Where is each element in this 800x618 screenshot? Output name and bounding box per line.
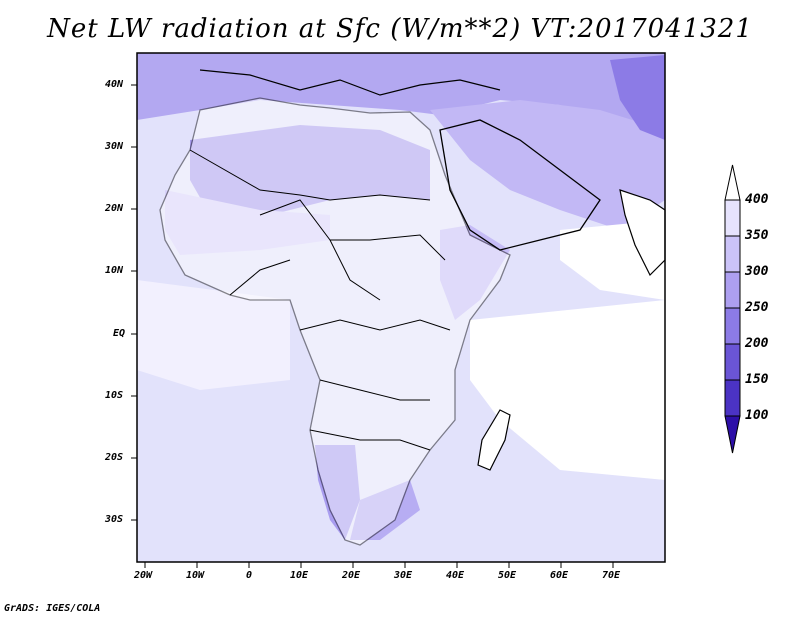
colorbar-label-250: 250: [745, 300, 769, 315]
colorbar-top-arrow: [724, 164, 741, 201]
lon-label-50e: 50E: [498, 570, 517, 581]
sahara-shade: [190, 125, 430, 215]
india-coast: [619, 189, 666, 277]
colorbar-label-200: 200: [745, 336, 769, 351]
colorbar-bin-250-300: [724, 271, 741, 309]
country-borders: [189, 149, 451, 451]
arabia-land: [439, 119, 601, 251]
lat-label-eq: EQ: [113, 328, 126, 339]
grads-credit: GrADS: IGES/COLA: [4, 603, 101, 614]
lat-label-20n: 20N: [105, 203, 124, 214]
lat-label-30s: 30S: [105, 514, 124, 525]
ne-dark-shade: [610, 55, 665, 140]
colorbar: [724, 164, 741, 454]
lon-label-10w: 10W: [186, 570, 205, 581]
indian-ocean-light: [470, 300, 665, 480]
lon-label-0: 0: [246, 570, 253, 581]
sahel-shade: [165, 190, 330, 255]
colorbar-bottom-arrow: [724, 415, 741, 454]
lat-label-10n: 10N: [105, 265, 124, 276]
lat-label-30n: 30N: [105, 141, 124, 152]
europe-coast: [199, 69, 501, 96]
lon-label-70e: 70E: [602, 570, 621, 581]
shaded-field: [137, 53, 665, 540]
colorbar-bin-300-350: [724, 235, 741, 273]
colorbar-label-300: 300: [745, 264, 769, 279]
colorbar-bin-100-150: [724, 379, 741, 417]
south-africa-east-shade: [350, 480, 420, 540]
map-frame: [136, 52, 666, 563]
north-belt-shade: [137, 53, 665, 140]
lat-label-20s: 20S: [105, 452, 124, 463]
lat-label-10s: 10S: [105, 390, 124, 401]
lat-ticks: [131, 84, 137, 521]
lon-label-20w: 20W: [134, 570, 153, 581]
colorbar-label-400: 400: [745, 192, 769, 207]
colorbar-bin-200-250: [724, 307, 741, 345]
lon-label-30e: 30E: [394, 570, 413, 581]
lon-label-20e: 20E: [342, 570, 361, 581]
colorbar-label-350: 350: [745, 228, 769, 243]
plot-title: Net LW radiation at Sfc (W/m**2) VT:2017…: [47, 14, 753, 44]
colorbar-bin-150-200: [724, 343, 741, 381]
middle-east-shade: [430, 100, 665, 230]
colorbar-label-150: 150: [745, 372, 769, 387]
horn-shade: [440, 225, 510, 320]
atlantic-light: [137, 280, 290, 390]
lon-label-60e: 60E: [550, 570, 569, 581]
lon-ticks: [144, 562, 614, 568]
southern-africa-shade: [315, 445, 360, 540]
colorbar-label-100: 100: [745, 408, 769, 423]
colorbar-bin-350-400: [724, 199, 741, 237]
lon-label-10e: 10E: [290, 570, 309, 581]
lat-label-40n: 40N: [105, 79, 124, 90]
lon-label-40e: 40E: [446, 570, 465, 581]
madagascar: [477, 409, 511, 471]
